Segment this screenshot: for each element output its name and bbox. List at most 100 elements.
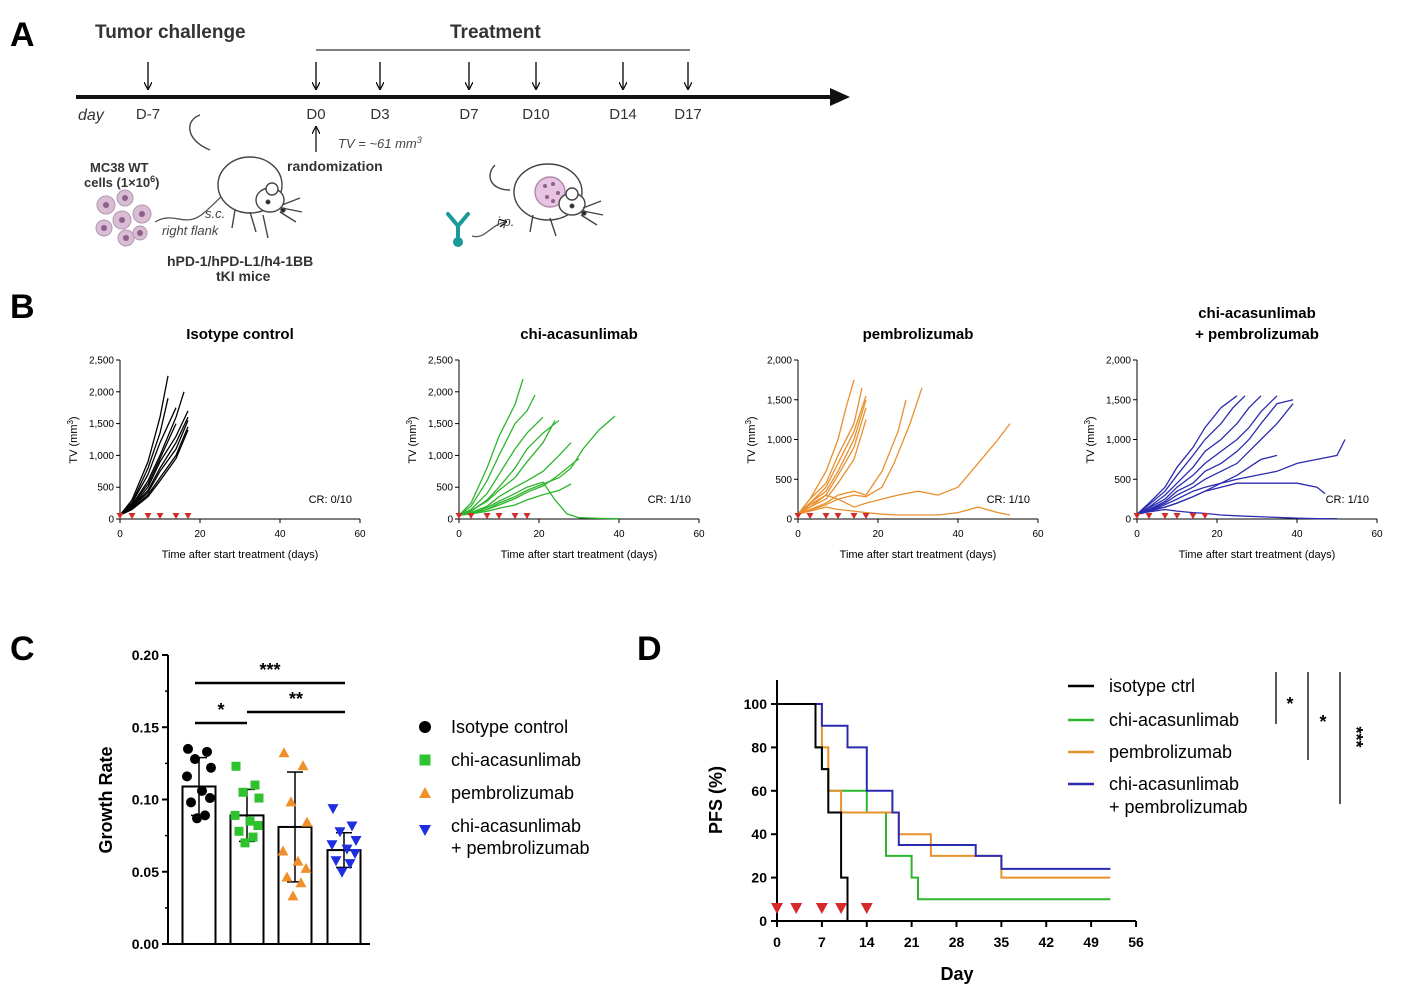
tv-subplot: Isotype control 0 500 1,000 1,500 2,000 2,500 0… (66, 326, 366, 561)
y-tick-label: 500 (775, 475, 792, 486)
tv-series-line (797, 407, 867, 515)
panel-c-letter: C (10, 630, 35, 668)
data-point (234, 826, 244, 836)
data-point (330, 856, 342, 867)
treatment-marker (860, 903, 873, 914)
tv-series-line (1136, 395, 1262, 515)
treatment-marker (523, 513, 531, 519)
legend-label: chi-acasunlimab (1109, 774, 1239, 794)
y-axis-label-sup: 3 (744, 420, 753, 425)
tv-series-line (797, 387, 863, 515)
significance-label: *** (259, 660, 280, 680)
legend-marker (419, 754, 431, 766)
data-point (230, 810, 240, 820)
treatment-marker (116, 513, 124, 519)
y-axis-label-close: ) (407, 416, 419, 420)
y-tick-label: 1,000 (89, 451, 114, 462)
significance-label: * (1286, 694, 1293, 714)
legend-label: chi-acasunlimab (451, 816, 581, 836)
y-tick-label: 20 (751, 870, 767, 886)
x-tick-label: 42 (1038, 934, 1054, 950)
tv-series-line (1136, 439, 1346, 515)
y-tick-label: 100 (744, 696, 768, 712)
data-point (327, 804, 339, 815)
x-tick-label: 60 (1371, 529, 1383, 540)
data-point (346, 821, 358, 832)
y-tick-label: 60 (751, 783, 767, 799)
treatment-marker (1201, 513, 1209, 519)
y-tick-label: 1,000 (428, 451, 453, 462)
x-tick-label: 40 (613, 529, 625, 540)
y-axis-label: TV (mm3) (744, 416, 758, 463)
panel-b-plots: Isotype control 0 500 1,000 1,500 2,000 2,500 0… (66, 305, 1383, 561)
subplot-title: chi-acasunlimab (520, 326, 638, 343)
y-tick-label: 0 (447, 515, 453, 526)
y-axis-label-sup: 3 (405, 420, 414, 425)
treatment-marker (822, 513, 830, 519)
subplot-title: + pembrolizumab (1195, 326, 1319, 343)
significance-label: * (1319, 712, 1326, 732)
y-tick-label: 0 (759, 913, 767, 929)
cells-label-line1: MC38 WT (90, 160, 149, 175)
treatment-marker (771, 903, 783, 914)
data-point (206, 762, 216, 773)
data-point (326, 840, 338, 851)
x-tick-label: 7 (818, 934, 826, 950)
data-point (240, 838, 250, 848)
treatment-marker (850, 513, 858, 519)
treatment-marker (184, 513, 192, 519)
data-point (281, 871, 293, 882)
y-axis-label-close: ) (68, 416, 80, 420)
y-axis-label-text: TV (mm (1085, 425, 1097, 464)
data-point (186, 797, 196, 808)
data-point (248, 832, 258, 842)
data-point (301, 816, 313, 827)
x-tick-label: 20 (1211, 529, 1223, 540)
cr-label: CR: 0/10 (309, 494, 352, 506)
treatment-marker (172, 513, 180, 519)
legend-marker (419, 825, 431, 836)
data-point (287, 890, 299, 901)
panel-a-letter: A (10, 16, 35, 54)
treatment-marker (1189, 513, 1197, 519)
day-label: day (78, 107, 105, 124)
legend-label: pembrolizumab (1109, 742, 1232, 762)
significance-label: ** (289, 689, 303, 709)
y-tick-label: 0.15 (132, 719, 159, 735)
treatment-marker (1161, 513, 1169, 519)
y-tick-label: 80 (751, 739, 767, 755)
panel-b-letter: B (10, 288, 35, 326)
x-tick-label: 0 (795, 529, 801, 540)
panel-c-ylabel: Growth Rate (96, 746, 116, 853)
day-tick-label: D10 (522, 106, 550, 123)
subplot-title: Isotype control (186, 326, 294, 343)
tv-series-line (119, 429, 189, 516)
y-axis-label: TV (mm3) (66, 416, 80, 463)
y-tick-label: 0 (786, 515, 792, 526)
y-tick-label: 40 (751, 826, 767, 842)
tv-series-line (458, 483, 572, 516)
x-axis-label: Time after start treatment (days) (162, 549, 319, 561)
data-point (278, 747, 290, 758)
x-tick-label: 0 (773, 934, 781, 950)
panel-d-legend: isotype ctrl chi-acasunlimab pembrolizumab… (1068, 672, 1366, 817)
x-tick-label: 60 (693, 529, 705, 540)
treatment-marker (815, 903, 828, 914)
treatment-marker (483, 513, 491, 519)
legend-label: chi-acasunlimab (1109, 710, 1239, 730)
tv-series-line (119, 398, 169, 516)
y-tick-label: 0.10 (132, 792, 159, 808)
pfs-curve (777, 703, 1111, 901)
x-tick-label: 0 (456, 529, 462, 540)
treatment-marker (790, 903, 803, 914)
data-point (295, 877, 307, 888)
data-point (292, 855, 304, 866)
randomization-label: randomization (287, 158, 383, 174)
tv-series-line (119, 416, 189, 516)
y-axis-label-sup: 3 (1083, 420, 1092, 425)
tv-series-line (797, 399, 867, 515)
treatment-marker (1133, 513, 1141, 519)
cells-label-line2: cells (1×106) (84, 174, 160, 190)
legend-label: isotype ctrl (1109, 676, 1195, 696)
significance-label: * (217, 700, 224, 720)
